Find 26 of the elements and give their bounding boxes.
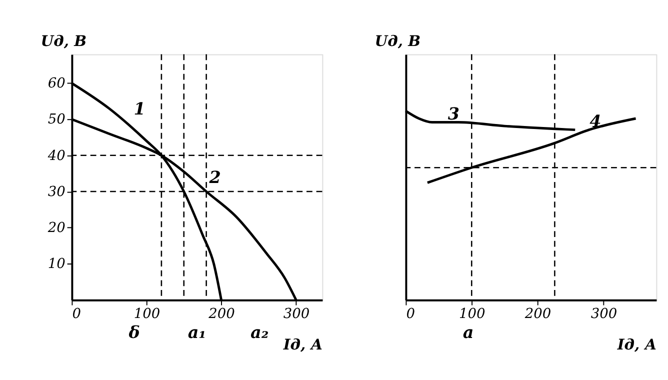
x-tick-label: 100 xyxy=(459,306,486,322)
y-axis-title: Uд, В xyxy=(374,32,421,50)
x-axis-title: Iд, А xyxy=(282,336,323,354)
y-axis-title: Uд, В xyxy=(40,32,87,50)
text: a₂ xyxy=(250,322,269,342)
annotation: 4 xyxy=(590,110,602,131)
x-tick-label: 300 xyxy=(590,306,618,322)
annotation: 1 xyxy=(134,98,146,118)
x-tick-label: 0 xyxy=(406,306,416,322)
y-tick-label: 10 xyxy=(48,256,66,272)
text: a xyxy=(462,322,474,342)
y-tick-label: 40 xyxy=(46,148,66,164)
x-axis-title: Iд, А xyxy=(616,336,657,354)
y-tick-label: 60 xyxy=(48,76,66,92)
x-tick-label: 200 xyxy=(524,306,552,322)
annotation: 2 xyxy=(208,166,221,187)
x-tick-label: 300 xyxy=(283,306,310,322)
text: a₁ xyxy=(188,322,206,342)
text: δ xyxy=(128,322,140,342)
annotation: 3 xyxy=(448,103,460,124)
x-tick-label: 200 xyxy=(208,306,236,322)
y-tick-label: 20 xyxy=(46,220,66,236)
y-tick-label: 30 xyxy=(48,184,66,200)
x-tick-label: 0 xyxy=(72,306,82,322)
x-tick-label: 100 xyxy=(134,306,160,322)
y-tick-label: 50 xyxy=(48,112,66,128)
